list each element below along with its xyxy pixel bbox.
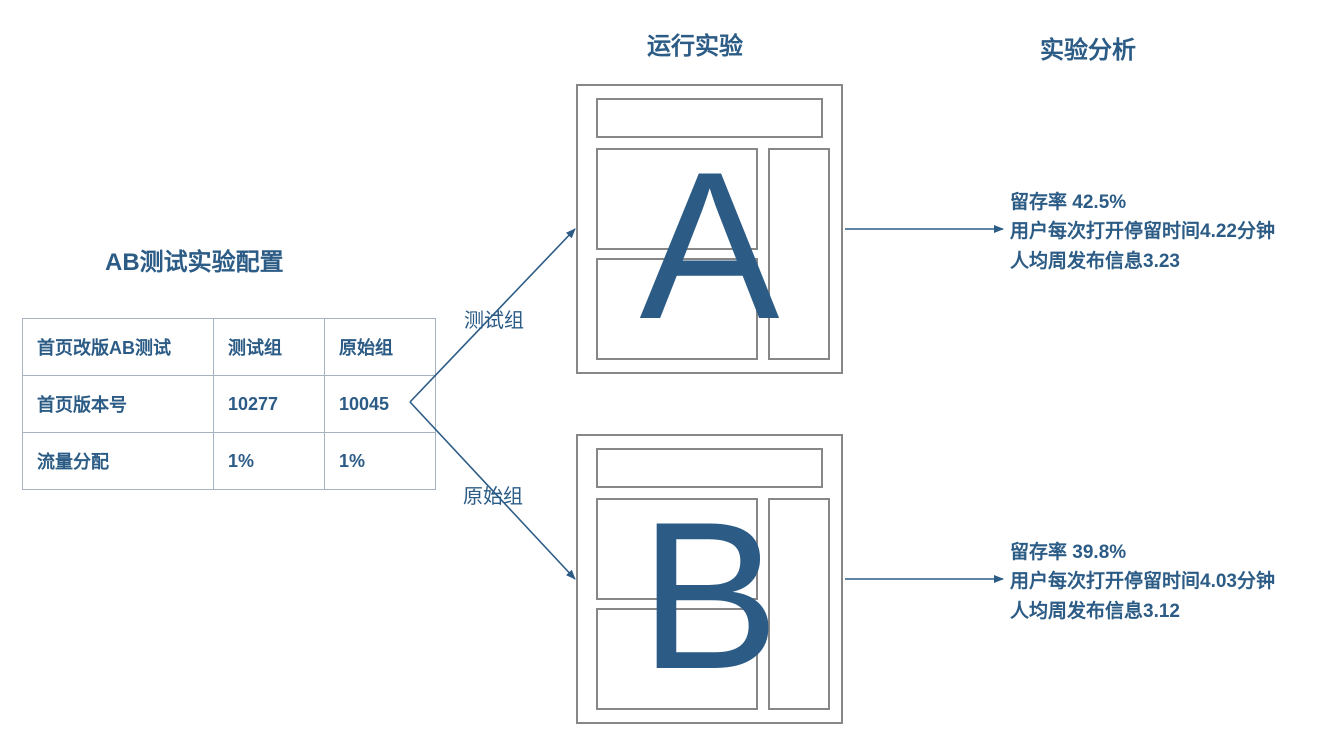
table-row: 首页版本号 10277 10045 xyxy=(23,376,436,433)
mockup-b: B xyxy=(576,434,843,724)
cell: 首页版本号 xyxy=(23,376,214,433)
analysis-block-b: 留存率 39.8% 用户每次打开停留时间4.03分钟 人均周发布信息3.12 xyxy=(1010,538,1320,626)
analysis-b-line2: 用户每次打开停留时间4.03分钟 xyxy=(1010,567,1320,596)
arrow-label-original-group: 原始组 xyxy=(463,480,523,509)
mockup-b-panel-right xyxy=(768,498,830,710)
table-row: 流量分配 1% 1% xyxy=(23,433,436,490)
mockup-b-panel-lb xyxy=(596,608,758,710)
mockup-a-header-bar xyxy=(596,98,823,138)
mockup-a-panel-lt xyxy=(596,148,758,250)
arrow-label-test-group: 测试组 xyxy=(464,304,524,333)
analysis-a-line1: 留存率 42.5% xyxy=(1010,188,1320,217)
analysis-a-line2: 用户每次打开停留时间4.22分钟 xyxy=(1010,217,1320,246)
mockup-a-panel-lb xyxy=(596,258,758,360)
cell: 1% xyxy=(214,433,325,490)
cell: 首页改版AB测试 xyxy=(23,319,214,376)
analysis-block-a: 留存率 42.5% 用户每次打开停留时间4.22分钟 人均周发布信息3.23 xyxy=(1010,188,1320,276)
cell: 流量分配 xyxy=(23,433,214,490)
cell: 原始组 xyxy=(325,319,436,376)
cell: 10277 xyxy=(214,376,325,433)
analysis-b-line3: 人均周发布信息3.12 xyxy=(1010,597,1320,626)
config-table: 首页改版AB测试 测试组 原始组 首页版本号 10277 10045 流量分配 … xyxy=(22,318,436,490)
mockup-b-header-bar xyxy=(596,448,823,488)
mockup-a: A xyxy=(576,84,843,374)
mockup-a-panel-right xyxy=(768,148,830,360)
cell: 1% xyxy=(325,433,436,490)
analysis-a-line3: 人均周发布信息3.23 xyxy=(1010,247,1320,276)
table-row: 首页改版AB测试 测试组 原始组 xyxy=(23,319,436,376)
heading-config: AB测试实验配置 xyxy=(105,242,284,277)
heading-analysis: 实验分析 xyxy=(1040,30,1136,65)
cell: 测试组 xyxy=(214,319,325,376)
analysis-b-line1: 留存率 39.8% xyxy=(1010,538,1320,567)
mockup-b-panel-lt xyxy=(596,498,758,600)
heading-run: 运行实验 xyxy=(647,26,743,61)
diagram-stage: AB测试实验配置 运行实验 实验分析 首页改版AB测试 测试组 原始组 首页版本… xyxy=(0,0,1340,744)
cell: 10045 xyxy=(325,376,436,433)
